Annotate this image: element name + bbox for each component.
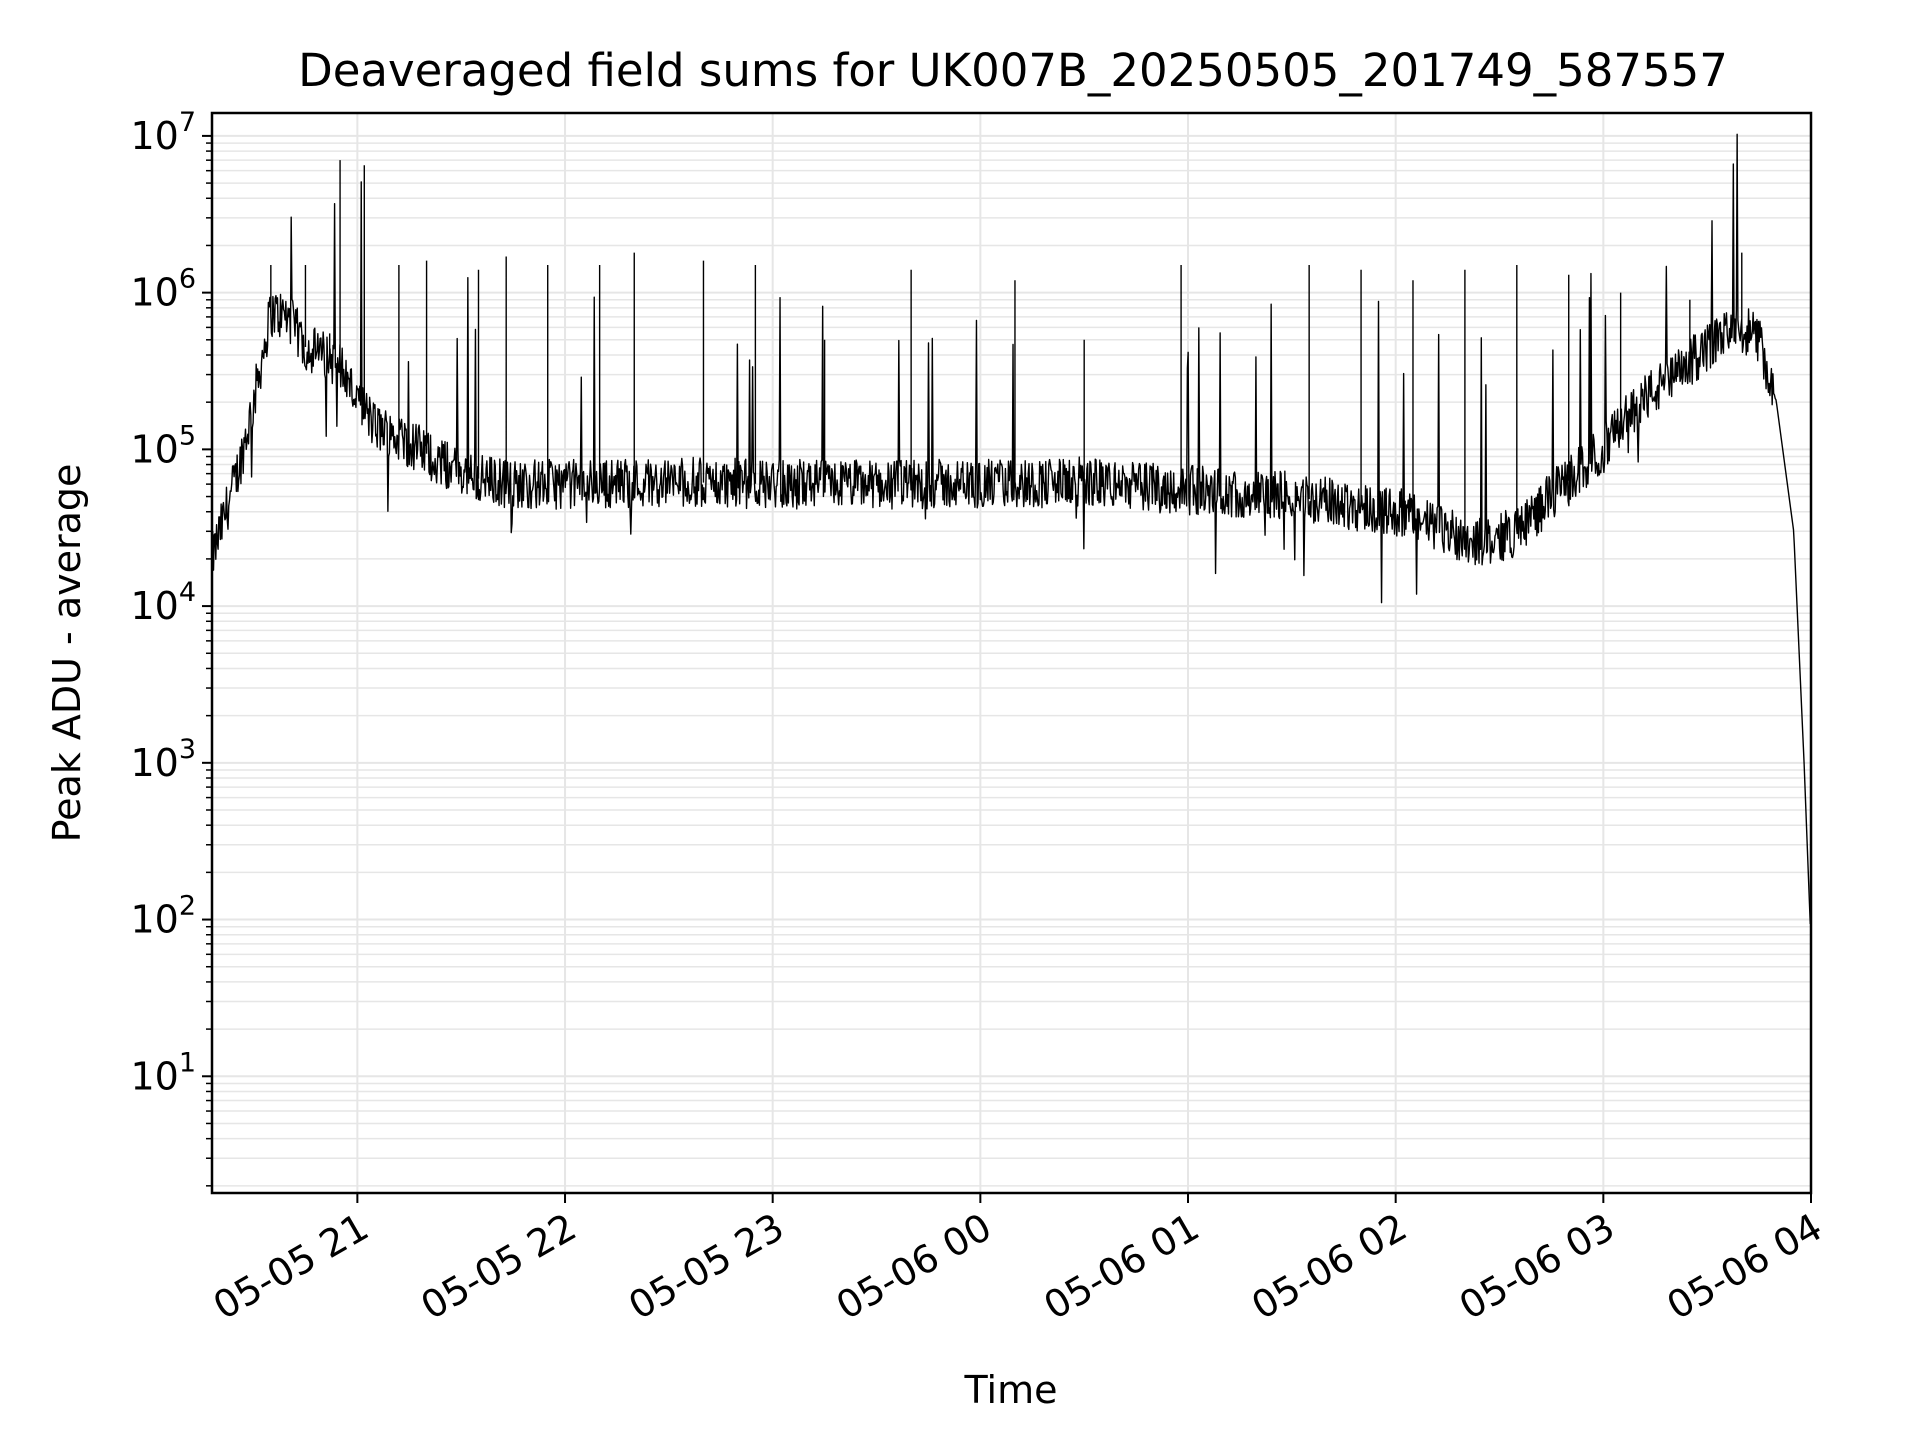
x-tick-label: 05-06 03 <box>1452 1205 1622 1329</box>
x-axis-ticks: 05-05 21 05-05 22 05-05 23 05-06 00 05-06 01… <box>206 1193 1830 1328</box>
x-tick-label: 05-05 23 <box>621 1205 791 1329</box>
x-tick-label: 05-06 01 <box>1037 1205 1207 1329</box>
x-tick-label: 05-06 00 <box>829 1205 999 1329</box>
chart-title: Deaveraged field sums for UK007B_2025050… <box>298 44 1728 97</box>
y-tick-label: 104 <box>130 577 196 628</box>
x-tick-label: 05-05 21 <box>206 1205 376 1329</box>
x-axis-title: Time <box>964 1368 1058 1412</box>
y-tick-label: 105 <box>130 420 196 471</box>
x-tick-label: 05-06 04 <box>1660 1205 1830 1329</box>
minor-gridlines <box>212 142 1811 1187</box>
x-tick-label: 05-06 02 <box>1244 1205 1414 1329</box>
y-tick-label: 101 <box>130 1047 196 1098</box>
y-tick-label: 106 <box>130 264 196 315</box>
data-series <box>211 133 1811 924</box>
y-axis-title: Peak ADU - average <box>45 464 89 843</box>
y-tick-label: 102 <box>130 891 196 942</box>
y-tick-label: 103 <box>130 734 196 785</box>
x-tick-label: 05-05 22 <box>414 1205 584 1329</box>
series-line <box>211 133 1811 924</box>
y-axis-ticks: 101 102 103 104 105 106 107 <box>130 107 212 1187</box>
y-tick-label: 107 <box>130 107 196 158</box>
